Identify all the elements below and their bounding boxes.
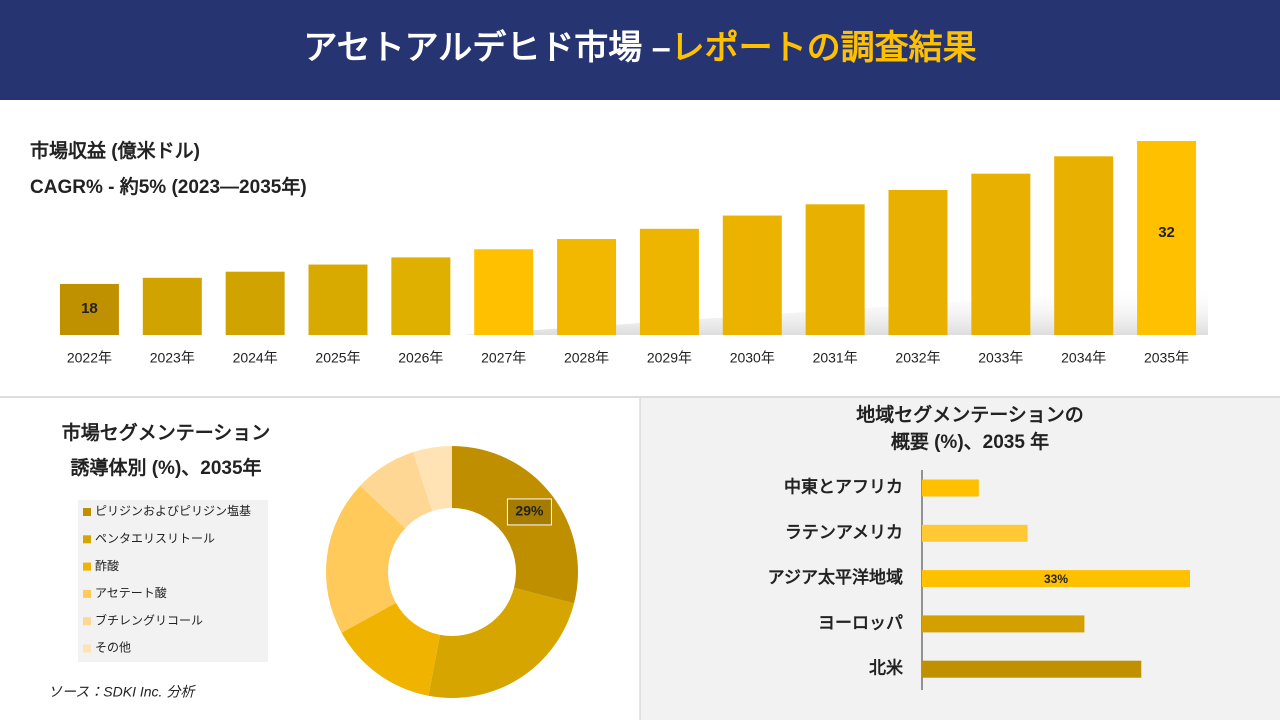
legend-label: ペンタエリスリトール [95,531,215,545]
bar [922,524,1028,542]
x-tick-label: 2031年 [813,350,858,366]
bar [557,239,617,335]
x-tick-label: 2035年 [1144,350,1189,366]
y-tick-label: 北米 [869,658,904,678]
bar [1054,156,1114,335]
x-tick-label: 2027年 [481,350,526,366]
legend-swatch [83,617,91,626]
donut-slice [326,485,406,633]
x-tick-label: 2032年 [895,350,940,366]
x-tick-label: 2030年 [730,350,775,366]
legend-label: 酢酸 [95,558,119,573]
legend-label: ピリジンおよびピリジン塩基 [95,503,251,518]
x-tick-label: 2033年 [978,350,1023,366]
page-title: アセトアルデヒド市場 –レポートの調査結果 [303,28,976,67]
x-tick-label: 2026年 [398,350,443,366]
y-tick-label: 中東とアフリカ [784,476,903,496]
chart-title: 地域セグメンテーションの [856,403,1084,426]
bar [888,190,948,335]
bar [391,257,451,335]
legend-swatch [83,535,91,544]
bar [639,228,699,335]
bar [805,204,865,335]
x-tick-label: 2029年 [647,350,692,366]
legend-label: その他 [95,641,131,655]
source: ソース：SDKI Inc. 分析 [48,684,196,700]
title-main: アセトアルデヒド市場 – [303,28,670,67]
y-tick-label: アジア太平洋地域 [768,567,903,587]
legend-swatch [83,562,91,571]
legend-swatch [83,589,91,598]
chart-subtitle: 概要 (%)、2035 年 [891,430,1049,453]
chart-subtitle: 誘導体別 (%)、2035年 [70,456,261,479]
chart-title: 市場セグメンテーション [62,421,271,444]
x-tick-label: 2025年 [315,350,360,366]
legend-label: アセテート酸 [95,586,167,600]
y-tick-label: ラテンアメリカ [785,523,903,542]
bar [922,615,1085,633]
legend-label: ブチレングリコール [95,612,203,627]
bar [922,660,1142,678]
donut-slice [341,602,441,696]
bar [922,570,1190,588]
chart-subtitle: CAGR% - 約5% (2023―2035年) [30,175,307,198]
value-label: 32 [1158,224,1175,241]
donut-slice [360,452,433,529]
value-label: 29% [515,503,544,519]
legend-box [78,500,268,662]
bar [308,264,368,335]
bar [971,173,1031,335]
bar [225,271,285,335]
value-label: 33% [1044,572,1068,586]
bar [142,277,202,335]
legend-swatch [83,644,91,653]
bar [722,215,782,335]
chart-title: 市場収益 (億米ドル) [30,139,200,162]
x-tick-label: 2034年 [1061,350,1106,366]
x-tick-label: 2023年 [150,350,195,366]
title-highlight: レポートの調査結果 [671,28,977,67]
donut-slice [428,587,575,698]
x-tick-label: 2028年 [564,350,609,366]
bar [922,479,979,497]
donut-slice [413,446,452,512]
bar [1137,141,1197,335]
label-box [506,498,552,526]
x-tick-label: 2024年 [233,350,278,366]
bar [59,283,119,335]
y-tick-label: ヨーロッパ [818,613,903,632]
value-label: 18 [81,300,98,317]
header-band [0,0,1280,100]
legend-swatch [83,508,91,516]
bar [474,249,534,335]
x-tick-label: 2022年 [67,350,112,366]
